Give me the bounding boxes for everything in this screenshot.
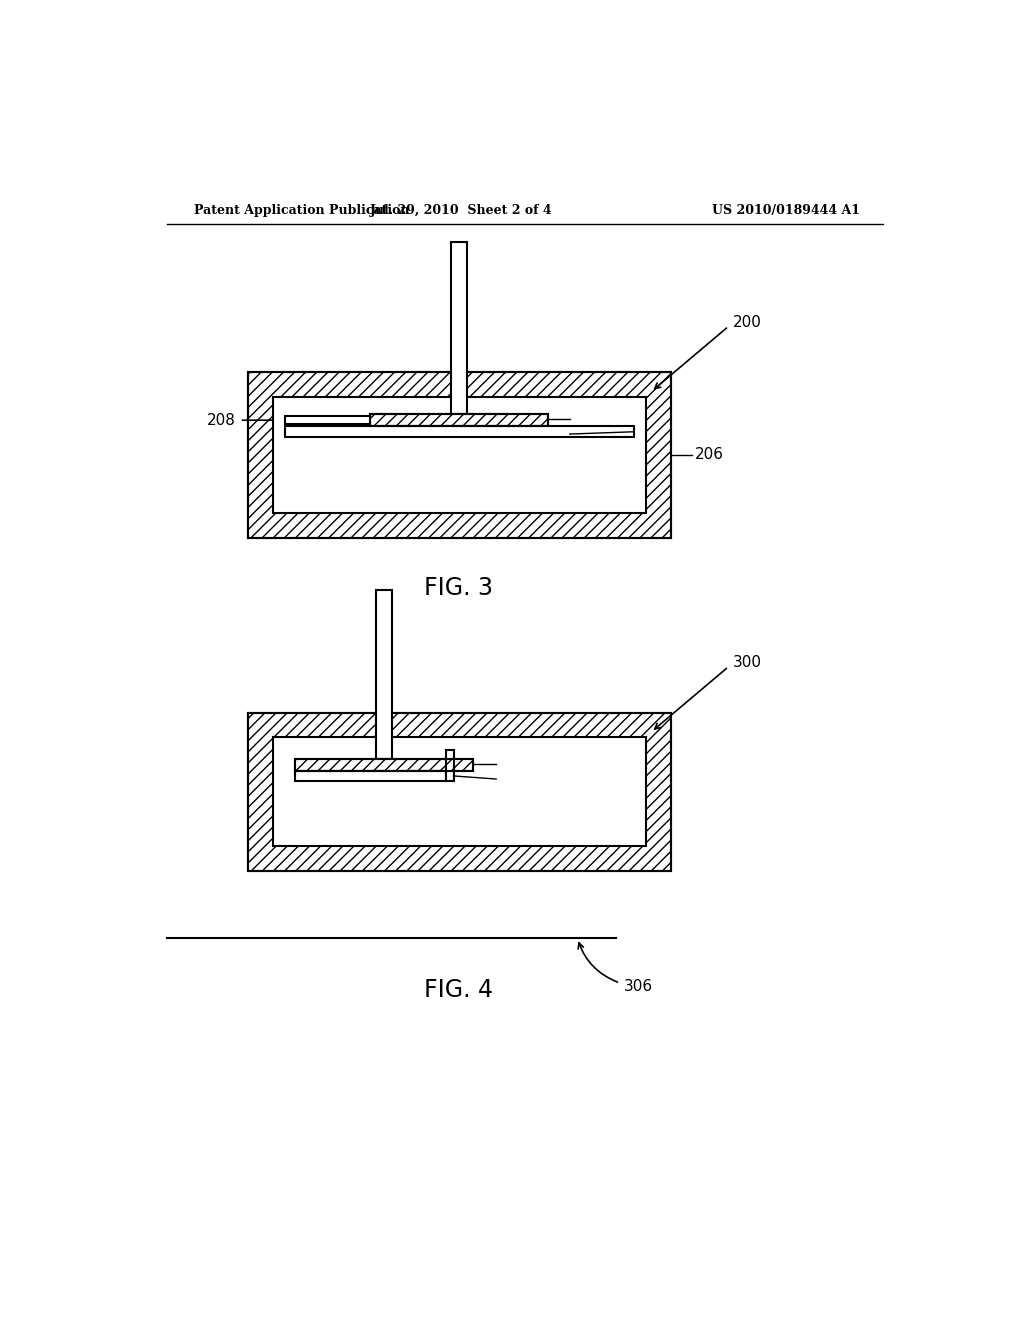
Bar bbox=[370, 414, 548, 426]
Text: 304: 304 bbox=[500, 772, 528, 787]
Bar bbox=[248, 372, 671, 539]
Bar bbox=[285, 426, 634, 437]
Text: 202: 202 bbox=[572, 411, 602, 426]
Text: 206: 206 bbox=[695, 447, 724, 462]
Bar bbox=[295, 759, 473, 771]
Text: FIG. 4: FIG. 4 bbox=[424, 978, 494, 1002]
Bar bbox=[248, 372, 671, 539]
Text: 208: 208 bbox=[207, 413, 236, 428]
Text: FIG. 3: FIG. 3 bbox=[424, 576, 494, 601]
Bar bbox=[370, 414, 548, 426]
Text: 306: 306 bbox=[624, 979, 653, 994]
Bar bbox=[445, 750, 454, 780]
Bar bbox=[295, 759, 473, 771]
Bar bbox=[376, 590, 391, 759]
Text: 200: 200 bbox=[732, 315, 762, 330]
Text: US 2010/0189444 A1: US 2010/0189444 A1 bbox=[713, 205, 860, 218]
Text: Patent Application Publication: Patent Application Publication bbox=[194, 205, 410, 218]
Bar bbox=[295, 771, 445, 780]
Bar bbox=[273, 738, 646, 846]
Bar bbox=[248, 713, 671, 871]
Text: 300: 300 bbox=[732, 655, 762, 671]
Bar bbox=[248, 713, 671, 871]
Text: 302: 302 bbox=[500, 756, 528, 771]
Bar bbox=[285, 416, 370, 424]
Bar bbox=[273, 397, 646, 513]
Text: 204: 204 bbox=[572, 425, 602, 440]
Text: Jul. 29, 2010  Sheet 2 of 4: Jul. 29, 2010 Sheet 2 of 4 bbox=[370, 205, 553, 218]
Bar bbox=[452, 242, 467, 414]
